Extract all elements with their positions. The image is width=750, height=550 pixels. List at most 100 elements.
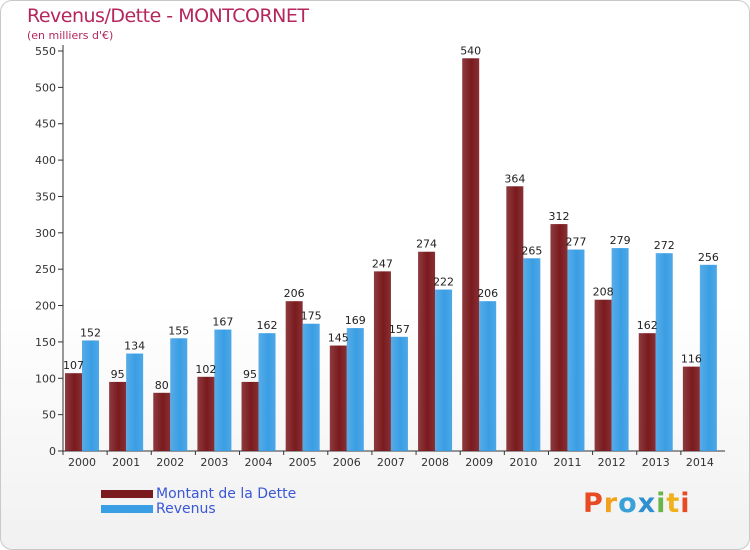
bar-dette	[109, 381, 127, 451]
bar-dette	[241, 381, 259, 451]
bar-dette	[329, 345, 347, 451]
x-tick-label: 2000	[68, 456, 96, 469]
x-tick-label: 2005	[289, 456, 317, 469]
data-label: 540	[460, 44, 481, 57]
legend-swatch-dette	[101, 490, 153, 498]
bar-dette	[285, 301, 303, 451]
bar-dette	[594, 299, 612, 451]
y-tick-label: 400	[35, 154, 56, 167]
data-label: 274	[416, 238, 437, 251]
bar-revenus	[390, 336, 408, 451]
x-tick-label: 2009	[465, 456, 493, 469]
data-label: 175	[301, 310, 322, 323]
logo-letter: P	[583, 488, 604, 519]
bar-revenus	[523, 258, 541, 451]
x-tick-label: 2012	[598, 456, 626, 469]
legend-label-dette: Montant de la Dette	[156, 486, 297, 502]
bar-revenus	[126, 353, 144, 451]
chart-title: Revenus/Dette - MONTCORNET	[27, 5, 309, 27]
legend-swatch-revenus	[101, 505, 153, 513]
bar-revenus	[258, 333, 276, 451]
x-tick-label: 2008	[421, 456, 449, 469]
bar-revenus	[699, 264, 717, 451]
chart-subtitle: (en milliers d'€)	[27, 29, 114, 42]
y-tick-label: 300	[35, 227, 56, 240]
x-tick-label: 2014	[686, 456, 714, 469]
chart-data-labels: 107 152 95 134 80 155 102 167 95 162 206 175 145 169 2…	[63, 44, 719, 392]
bar-dette	[153, 392, 171, 451]
bar-dette	[638, 333, 656, 451]
x-tick-label: 2004	[245, 456, 273, 469]
logo-letter: r	[603, 488, 619, 519]
bar-dette	[197, 376, 215, 451]
bar-revenus	[302, 323, 320, 451]
logo-letter: x	[637, 488, 657, 519]
bar-dette	[506, 186, 524, 452]
y-tick-label: 0	[49, 445, 56, 458]
bar-revenus	[655, 253, 673, 451]
y-tick-label: 150	[35, 336, 56, 349]
bar-dette	[682, 366, 700, 451]
x-tick-label: 2003	[200, 456, 228, 469]
x-tick-label: 2002	[156, 456, 184, 469]
logo-letter: o	[618, 488, 638, 519]
logo-letter: i	[680, 488, 691, 519]
y-tick-label: 250	[35, 263, 56, 276]
data-label: 277	[565, 236, 586, 249]
data-label: 222	[433, 276, 454, 289]
data-label: 102	[195, 363, 216, 376]
y-tick-label: 500	[35, 81, 56, 94]
logo-letter: t	[666, 488, 681, 519]
bar-revenus	[82, 340, 99, 451]
data-label: 155	[168, 324, 189, 337]
data-label: 162	[637, 319, 658, 332]
legend-label-revenus: Revenus	[156, 501, 216, 517]
bar-revenus	[170, 338, 188, 451]
bar-revenus	[435, 289, 453, 451]
data-label: 157	[389, 323, 410, 336]
bar-revenus	[567, 249, 585, 451]
data-label: 272	[654, 239, 675, 252]
bar-dette	[550, 224, 568, 451]
bar-revenus	[346, 328, 364, 451]
x-tick-label: 2006	[333, 456, 361, 469]
data-label: 279	[610, 234, 631, 247]
data-label: 134	[124, 340, 145, 353]
data-label: 80	[155, 379, 169, 392]
x-tick-label: 2007	[377, 456, 405, 469]
data-label: 312	[548, 210, 569, 223]
bar-revenus	[479, 301, 497, 451]
data-label: 152	[80, 326, 101, 339]
data-label: 364	[504, 172, 525, 185]
chart-bars	[65, 58, 717, 452]
data-label: 116	[681, 353, 702, 366]
y-tick-label: 100	[35, 372, 56, 385]
y-tick-label: 550	[35, 45, 56, 58]
data-label: 107	[63, 359, 84, 372]
y-tick-label: 200	[35, 300, 56, 313]
logo-letter: i	[656, 488, 667, 519]
y-tick-label: 350	[35, 190, 56, 203]
data-label: 145	[328, 332, 349, 345]
bar-dette	[373, 271, 391, 451]
bar-revenus	[611, 248, 629, 451]
data-label: 256	[698, 251, 719, 264]
data-label: 208	[593, 286, 614, 299]
bar-dette	[65, 373, 82, 451]
x-tick-label: 2001	[112, 456, 140, 469]
data-label: 162	[257, 319, 278, 332]
x-tick-label: 2013	[642, 456, 670, 469]
data-label: 95	[111, 368, 125, 381]
data-label: 206	[284, 287, 305, 300]
bar-revenus	[214, 329, 232, 451]
data-label: 169	[345, 314, 366, 327]
data-label: 95	[243, 368, 257, 381]
x-tick-label: 2010	[509, 456, 537, 469]
y-tick-label: 50	[42, 409, 56, 422]
proxiti-logo: Proxiti	[583, 488, 691, 519]
data-label: 206	[477, 287, 498, 300]
bar-dette	[462, 58, 480, 451]
data-label: 247	[372, 257, 393, 270]
